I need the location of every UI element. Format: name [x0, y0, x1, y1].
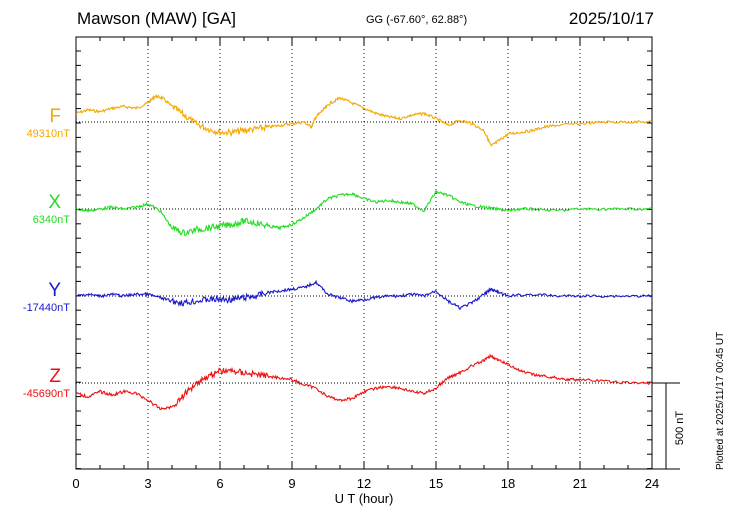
- trace-y: [75, 279, 653, 311]
- x-axis-label: U T (hour): [335, 491, 394, 506]
- component-name: Z: [49, 366, 61, 387]
- component-label-f: F 49310nT: [27, 107, 70, 141]
- component-name: X: [48, 192, 61, 213]
- x-tick-label: 21: [573, 476, 587, 491]
- component-label-x: X 6340nT: [33, 193, 70, 227]
- x-tick-label: 24: [645, 476, 659, 491]
- x-tick-label: 9: [288, 476, 295, 491]
- x-tick-label: 12: [357, 476, 371, 491]
- x-tick-label: 3: [144, 476, 151, 491]
- scale-bar-label: 500 nT: [674, 411, 686, 446]
- component-baseline: -17440nT: [22, 302, 70, 314]
- station-coordinates: GG (-67.60°, 62.88°): [366, 14, 468, 26]
- component-baseline: -45690nT: [22, 388, 70, 400]
- component-label-z: Z -45690nT: [23, 367, 70, 401]
- component-baseline: 6340nT: [32, 214, 70, 226]
- component-name: F: [49, 106, 61, 127]
- plot-date: 2025/10/17: [568, 9, 654, 28]
- trace-x: [75, 188, 653, 237]
- trace-f: [75, 94, 653, 147]
- x-tick-label: 15: [429, 476, 443, 491]
- component-baseline: 49310nT: [26, 128, 70, 140]
- trace-z: [75, 353, 653, 411]
- station-title: Mawson (MAW) [GA]: [77, 9, 236, 28]
- x-tick-label: 0: [72, 476, 79, 491]
- x-tick-label: 18: [501, 476, 515, 491]
- component-name: Y: [48, 280, 61, 301]
- component-label-y: Y -17440nT: [23, 281, 70, 315]
- x-tick-label: 6: [216, 476, 223, 491]
